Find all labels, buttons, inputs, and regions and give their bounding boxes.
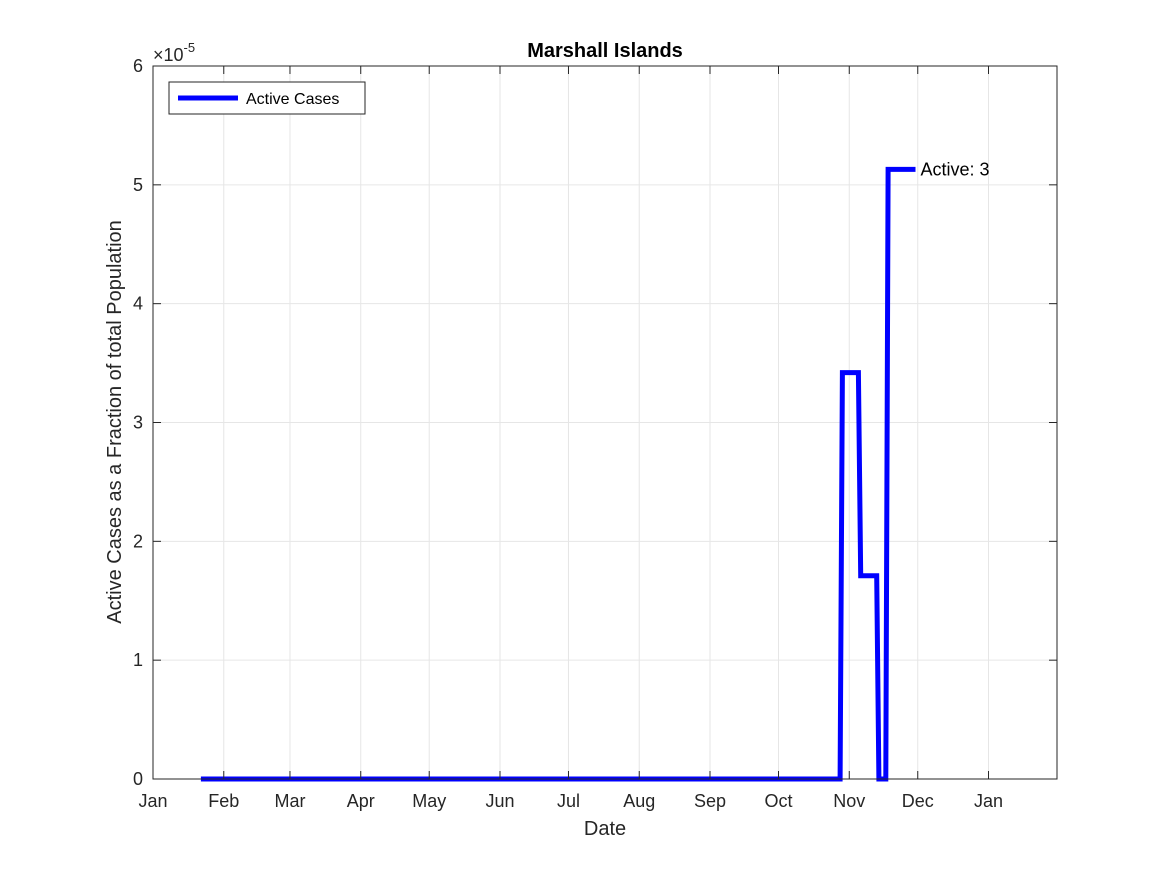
series-layer xyxy=(200,166,916,782)
y-exponent-power: -5 xyxy=(184,40,196,55)
y-exponent-base: ×10 xyxy=(153,45,184,65)
x-tick-label: Jan xyxy=(138,791,167,811)
legend: Active Cases xyxy=(168,81,366,115)
annotation-active-count: Active: 3 xyxy=(920,159,989,179)
x-tick-label: Sep xyxy=(694,791,726,811)
data-point xyxy=(842,372,843,373)
y-axis-label: Active Cases as a Fraction of total Popu… xyxy=(104,220,126,624)
x-tick-label: Feb xyxy=(208,791,239,811)
x-tick-label: Apr xyxy=(347,791,375,811)
data-point xyxy=(888,169,889,170)
x-tick-label: Mar xyxy=(274,791,305,811)
x-tick-label: Oct xyxy=(764,791,792,811)
x-axis-label: Date xyxy=(584,818,626,840)
y-tick-label: 6 xyxy=(133,56,143,76)
chart-title: Marshall Islands xyxy=(527,40,683,62)
y-tick-label: 0 xyxy=(133,769,143,789)
x-tick-label: Jul xyxy=(557,791,580,811)
y-tick-label: 5 xyxy=(133,175,143,195)
y-exponent: ×10-5 xyxy=(153,40,195,65)
y-tick-label: 1 xyxy=(133,650,143,670)
x-tick-label: Dec xyxy=(902,791,934,811)
x-tick-label: May xyxy=(412,791,446,811)
series-line-active-cases xyxy=(200,166,916,782)
y-tick-label: 3 xyxy=(133,413,143,433)
y-tick-label: 4 xyxy=(133,294,143,314)
data-point xyxy=(876,575,877,576)
data-point xyxy=(860,575,861,576)
x-tick-label: Jan xyxy=(974,791,1003,811)
data-point xyxy=(858,372,859,373)
annotation-layer: Active: 3 xyxy=(920,159,989,179)
x-tick-label: Aug xyxy=(623,791,655,811)
legend-label-active-cases: Active Cases xyxy=(246,91,339,108)
x-tick-label: Jun xyxy=(485,791,514,811)
data-point xyxy=(915,169,916,170)
grid-layer xyxy=(153,66,1057,779)
x-tick-label: Nov xyxy=(833,791,865,811)
ticks-layer: Jan Feb Mar Apr May Jun Jul Aug Sep Oct Nov Dec Jan0… xyxy=(133,56,1057,811)
y-tick-label: 2 xyxy=(133,531,143,551)
